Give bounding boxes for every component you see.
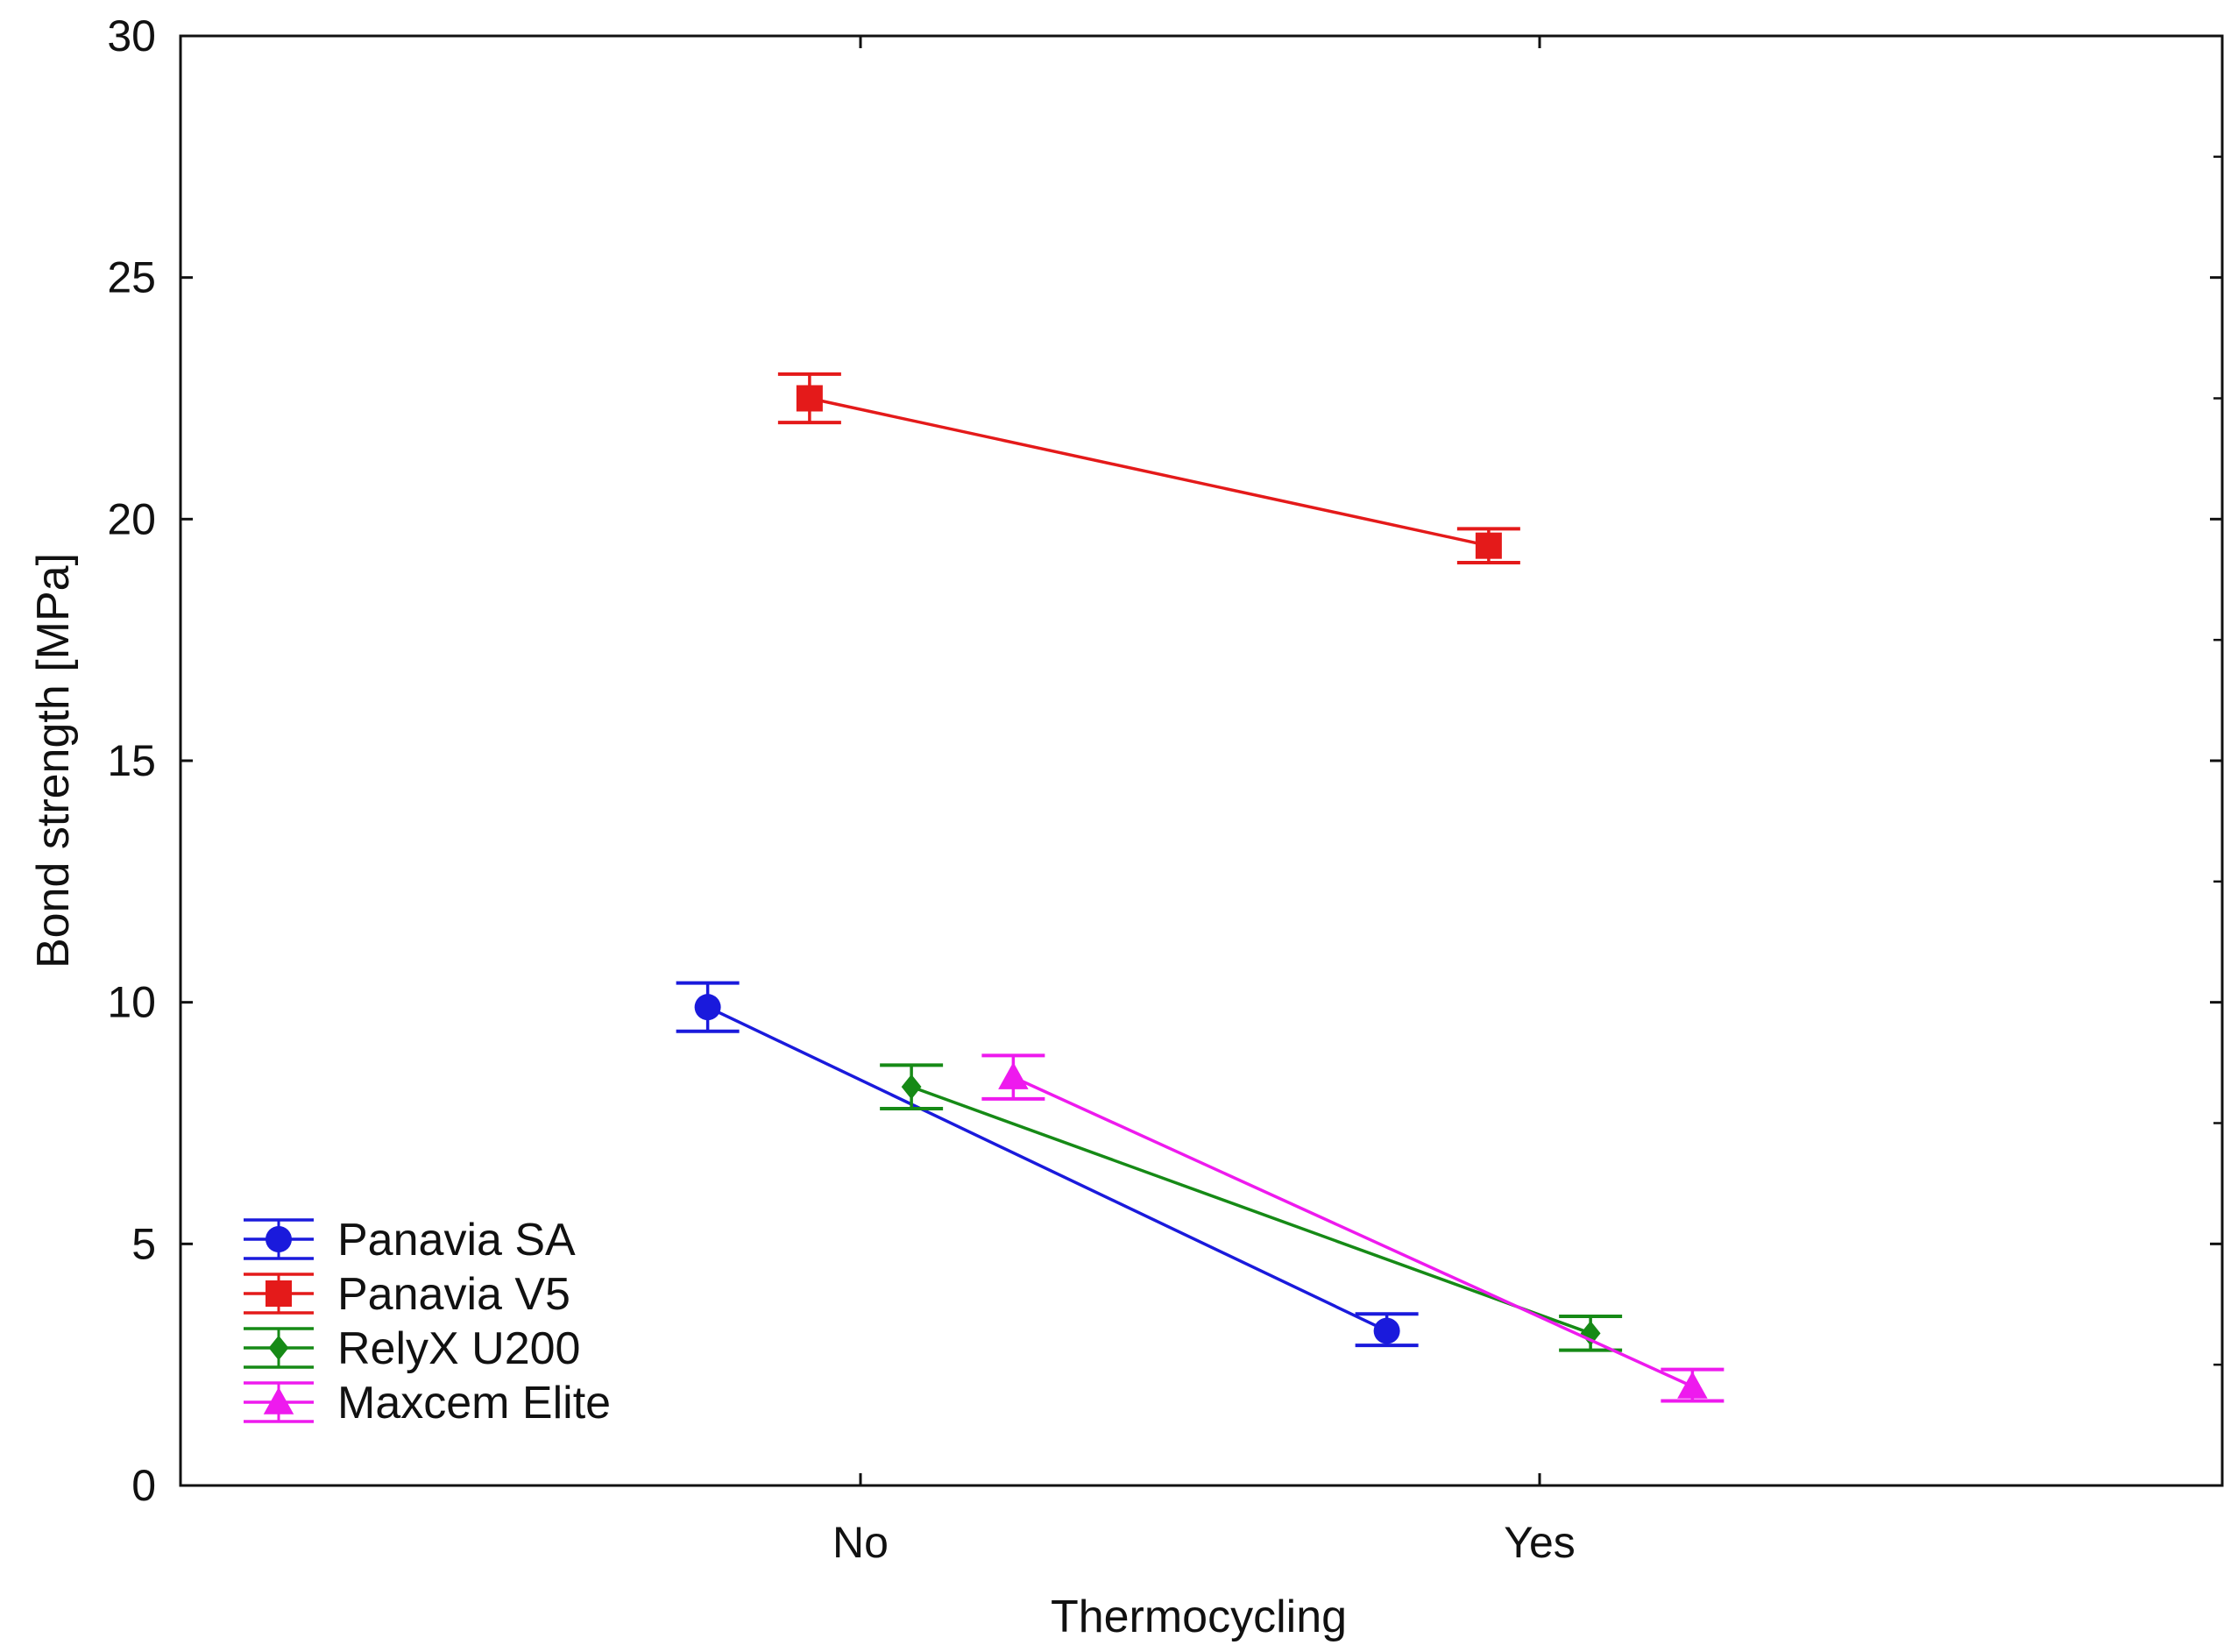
legend-item: Maxcem Elite — [244, 1378, 611, 1429]
y-tick-label: 20 — [107, 494, 156, 543]
marker-diamond — [901, 1074, 922, 1100]
legend-item: RelyX U200 — [244, 1323, 580, 1374]
marker-square — [796, 385, 823, 412]
axes-layer: 0 5 10 15 20 25 30 No Yes — [107, 11, 2224, 1567]
legend-label: Panavia V5 — [337, 1269, 570, 1320]
marker-circle — [266, 1226, 292, 1252]
legend-item: Panavia SA — [244, 1215, 576, 1266]
series-panavia-v5 — [777, 372, 1520, 564]
y-tick-label: 25 — [107, 253, 156, 302]
series-relyx-u200 — [880, 1063, 1623, 1352]
y-tick-label: 0 — [131, 1461, 156, 1510]
y-tick-label: 15 — [107, 736, 156, 785]
plot-frame — [179, 34, 2224, 1487]
series-line — [910, 1085, 1591, 1335]
legend-label: Panavia SA — [337, 1215, 576, 1266]
y-tick-label: 5 — [131, 1219, 156, 1268]
series-maxcem-elite — [981, 1053, 1725, 1403]
x-tick-label: No — [832, 1518, 889, 1567]
x-axis-title: Thermocycling — [1051, 1592, 1347, 1642]
series-line — [706, 1005, 1388, 1333]
legend-label: RelyX U200 — [337, 1323, 580, 1374]
marker-triangle — [1677, 1371, 1708, 1399]
marker-square — [1475, 532, 1502, 559]
marker-diamond — [1580, 1321, 1601, 1346]
y-tick-label: 10 — [107, 978, 156, 1027]
y-axis-title: Bond strength [MPa] — [28, 553, 79, 968]
series-line — [809, 396, 1490, 548]
marker-circle — [1373, 1317, 1400, 1344]
marker-triangle — [998, 1061, 1029, 1089]
series-line — [1012, 1075, 1694, 1388]
legend-item: Panavia V5 — [244, 1269, 570, 1320]
marker-circle — [694, 994, 721, 1021]
legend-label: Maxcem Elite — [337, 1378, 611, 1429]
x-tick-label: Yes — [1504, 1518, 1576, 1567]
marker-triangle — [263, 1386, 294, 1414]
y-tick-label: 30 — [107, 11, 156, 60]
series-panavia-sa — [676, 981, 1419, 1348]
series-layer — [676, 372, 1725, 1403]
marker-diamond — [268, 1335, 289, 1361]
marker-square — [266, 1280, 292, 1307]
